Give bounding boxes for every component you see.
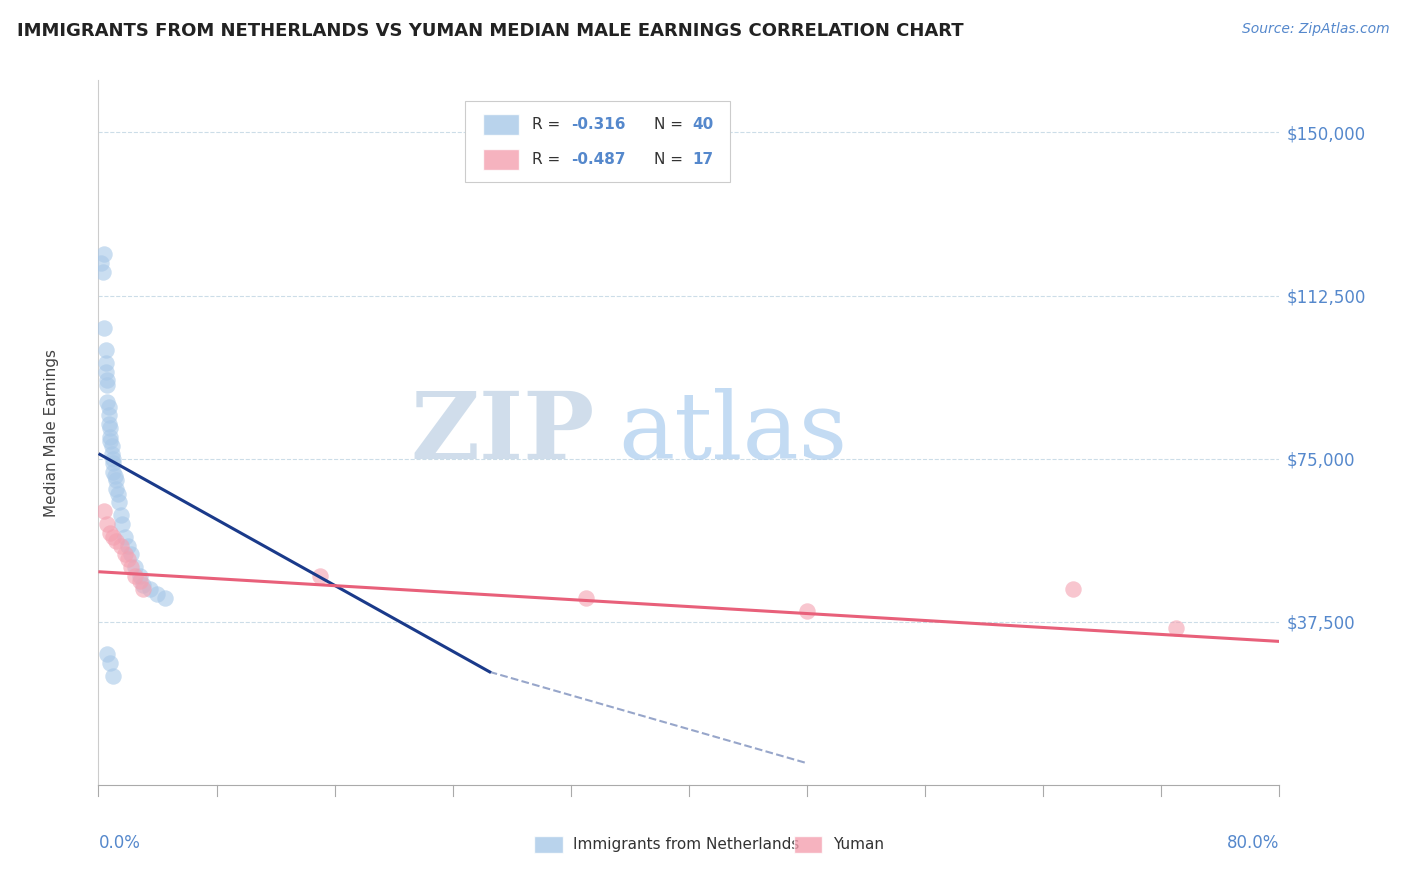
Point: [128, 569, 150, 583]
Text: Median Male Earnings: Median Male Earnings: [44, 349, 59, 516]
Point: [128, 574, 150, 588]
Point: [117, 551, 139, 566]
Point: [94, 365, 117, 379]
Point: [94, 356, 117, 370]
FancyBboxPatch shape: [484, 149, 519, 170]
Point: [104, 469, 127, 483]
Point: [98, 656, 121, 670]
Point: [94, 343, 117, 357]
Text: 0.0%: 0.0%: [98, 834, 141, 852]
Point: [90, 256, 112, 270]
Point: [1166, 621, 1188, 635]
Point: [98, 421, 121, 435]
Point: [93, 504, 115, 518]
Text: Source: ZipAtlas.com: Source: ZipAtlas.com: [1241, 22, 1389, 37]
Text: -0.316: -0.316: [571, 117, 626, 132]
Point: [120, 548, 142, 562]
Point: [120, 560, 142, 574]
Point: [96, 648, 118, 662]
Point: [103, 465, 125, 479]
Point: [93, 321, 115, 335]
Point: [110, 508, 132, 523]
Text: R =: R =: [531, 117, 565, 132]
Point: [575, 591, 598, 605]
Text: 80.0%: 80.0%: [1227, 834, 1279, 852]
Point: [107, 486, 129, 500]
Point: [111, 516, 134, 531]
Point: [124, 560, 146, 574]
Point: [105, 474, 128, 488]
Text: 40: 40: [693, 117, 714, 132]
Point: [108, 495, 131, 509]
Point: [100, 447, 122, 461]
Point: [132, 582, 155, 597]
Point: [1062, 582, 1084, 597]
Point: [98, 525, 121, 540]
Point: [139, 582, 162, 597]
Point: [96, 395, 118, 409]
Text: -0.487: -0.487: [571, 153, 626, 168]
Point: [114, 530, 136, 544]
Point: [124, 569, 146, 583]
Point: [97, 417, 120, 431]
Point: [146, 586, 169, 600]
Point: [96, 516, 118, 531]
Point: [132, 578, 155, 592]
Point: [114, 548, 136, 562]
Text: ZIP: ZIP: [411, 388, 595, 477]
Point: [309, 569, 332, 583]
Point: [100, 439, 122, 453]
FancyBboxPatch shape: [794, 837, 823, 854]
Point: [91, 265, 114, 279]
Point: [98, 430, 121, 444]
Text: Immigrants from Netherlands: Immigrants from Netherlands: [574, 838, 800, 853]
Point: [117, 539, 139, 553]
FancyBboxPatch shape: [484, 114, 519, 136]
Point: [105, 482, 128, 496]
Point: [93, 247, 115, 261]
Text: IMMIGRANTS FROM NETHERLANDS VS YUMAN MEDIAN MALE EARNINGS CORRELATION CHART: IMMIGRANTS FROM NETHERLANDS VS YUMAN MED…: [17, 22, 963, 40]
Text: N =: N =: [654, 117, 688, 132]
Text: 17: 17: [693, 153, 714, 168]
Point: [96, 377, 118, 392]
Point: [103, 451, 125, 466]
Point: [97, 400, 120, 414]
Point: [97, 408, 120, 422]
Point: [110, 539, 132, 553]
Text: atlas: atlas: [619, 388, 848, 477]
Point: [98, 434, 121, 449]
Point: [103, 669, 125, 683]
Text: N =: N =: [654, 153, 688, 168]
Point: [153, 591, 176, 605]
Point: [796, 604, 818, 618]
Text: Yuman: Yuman: [832, 838, 884, 853]
FancyBboxPatch shape: [464, 102, 730, 183]
Point: [105, 534, 128, 549]
Point: [96, 373, 118, 387]
Point: [103, 456, 125, 470]
FancyBboxPatch shape: [534, 837, 562, 854]
Text: R =: R =: [531, 153, 565, 168]
Point: [103, 530, 125, 544]
